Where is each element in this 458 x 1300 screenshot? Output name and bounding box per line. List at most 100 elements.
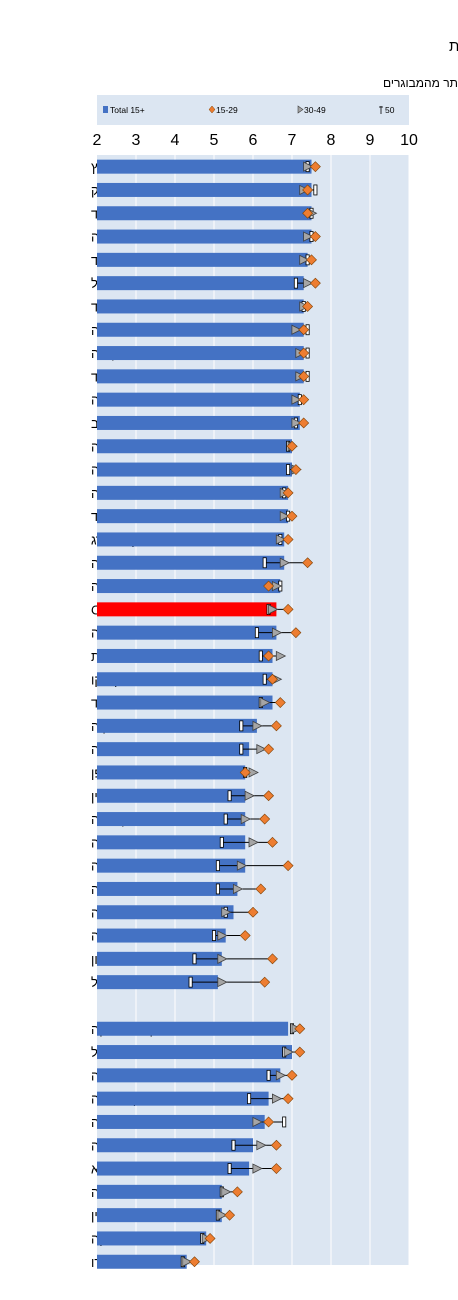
- marker-15-29: [286, 440, 298, 452]
- marker-50: [262, 673, 267, 685]
- legend-15-29-label: 15-29: [216, 105, 238, 115]
- marker-15-29: [306, 254, 317, 266]
- marker-30-49: [303, 231, 314, 242]
- marker-30-49: [256, 744, 267, 755]
- marker-50: [215, 860, 220, 872]
- marker-15-29: [298, 324, 310, 336]
- marker-15-29: [298, 370, 310, 382]
- marker-15-29: [290, 464, 302, 475]
- legend-30-49-label: 30-49: [304, 105, 326, 115]
- marker-50: [223, 813, 228, 825]
- marker-50: [192, 953, 197, 965]
- marker-15-29: [309, 231, 321, 242]
- legend-total-swatch: [103, 106, 108, 113]
- data-row: קולומביה: [91, 1091, 294, 1107]
- marker-15-29: [302, 557, 314, 569]
- bar: [97, 1208, 222, 1223]
- marker-30-49: [303, 161, 314, 172]
- bar: [97, 765, 246, 780]
- marker-30-49: [252, 720, 263, 731]
- legend-50-label: 50: [385, 105, 395, 115]
- bar: [97, 858, 246, 873]
- marker-50: [262, 557, 267, 569]
- marker-30-49: [221, 1186, 232, 1197]
- legend-30-49-marker: [297, 105, 304, 114]
- bar: [97, 392, 300, 407]
- x-tick-label: 5: [210, 132, 219, 149]
- marker-50: [227, 1163, 232, 1174]
- data-row: פורטוגל: [91, 975, 271, 990]
- bar: [97, 1231, 207, 1246]
- marker-15-29: [298, 347, 310, 359]
- data-row: סלובניה: [91, 858, 294, 874]
- marker-15-29: [270, 720, 282, 732]
- bar-highlight: [97, 602, 277, 617]
- marker-30-49: [256, 1140, 267, 1151]
- marker-15-29: [189, 1256, 200, 1268]
- data-row: סעודיה: [91, 1114, 287, 1130]
- marker-30-49: [291, 417, 302, 429]
- data-row: רוסיה: [91, 1138, 282, 1153]
- marker-30-49: [272, 627, 283, 638]
- x-tick-label: 3: [132, 132, 141, 149]
- data-row: צ'כיה: [91, 625, 302, 641]
- marker-30-49: [303, 278, 314, 289]
- data-row: OECD: [91, 602, 294, 617]
- x-tick-label: 7: [288, 132, 297, 149]
- marker-15-29: [255, 883, 267, 895]
- marker-50: [227, 790, 232, 802]
- data-row: דרום אפריקה: [91, 1231, 216, 1246]
- marker-15-29: [263, 1116, 275, 1128]
- data-row: דנמרק: [91, 182, 318, 198]
- data-row: צ'ילה: [91, 555, 314, 571]
- data-row: אסטוניה: [91, 881, 267, 897]
- marker-15-29: [231, 1186, 243, 1198]
- marker-30-49: [217, 953, 228, 964]
- bar: [97, 951, 222, 966]
- bar: [97, 276, 304, 291]
- marker-50: [239, 743, 244, 755]
- data-row: הודו: [91, 1254, 200, 1270]
- data-row: פולין: [91, 788, 275, 804]
- marker-50: [313, 184, 318, 196]
- data-row: ספרד: [91, 695, 286, 711]
- data-row: יוון: [91, 951, 278, 967]
- data-row: איסלנד: [91, 206, 318, 221]
- marker-15-29: [294, 1046, 306, 1058]
- marker-15-29: [302, 207, 314, 219]
- data-row: בלגיה: [91, 485, 294, 501]
- legend-total-label: Total 15+: [110, 105, 145, 115]
- marker-15-29: [263, 580, 275, 592]
- x-tick-label: 4: [171, 132, 180, 149]
- marker-30-49: [260, 697, 271, 708]
- bar: [97, 648, 273, 663]
- data-row: הונגריה: [91, 928, 251, 944]
- marker-15-29: [274, 697, 286, 708]
- bar: [97, 835, 246, 850]
- marker-15-29: [309, 161, 321, 173]
- legend: Total 15+ 15-29 30-49 50: [97, 95, 409, 125]
- marker-15-29: [302, 301, 314, 312]
- marker-50: [282, 1116, 287, 1128]
- marker-15-29: [267, 836, 278, 848]
- data-row: ארה"ב: [91, 415, 310, 431]
- marker-50: [219, 836, 224, 848]
- marker-15-29: [224, 1209, 236, 1221]
- marker-50: [211, 930, 216, 941]
- marker-30-49: [279, 557, 291, 568]
- marker-15-29: [267, 673, 278, 685]
- marker-50: [215, 883, 220, 895]
- marker-30-49: [221, 907, 232, 918]
- marker-30-49: [233, 883, 244, 895]
- data-row: ניו זילנד: [91, 299, 314, 314]
- marker-15-29: [204, 1233, 216, 1244]
- bar: [97, 672, 273, 687]
- bar: [97, 229, 312, 244]
- bar: [97, 555, 285, 570]
- marker-15-29: [239, 767, 251, 778]
- x-axis-ticks: 2 3 4 5 6 7 8 9 10: [93, 132, 418, 149]
- marker-15-29: [282, 603, 294, 615]
- data-row: אוסטריה: [91, 439, 298, 454]
- bar: [97, 718, 257, 733]
- marker-50: [293, 277, 298, 289]
